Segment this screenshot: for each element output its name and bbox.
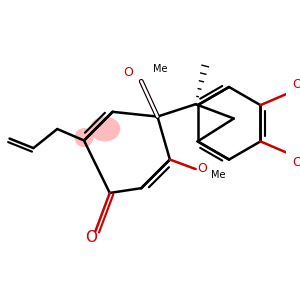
Text: Me: Me	[153, 64, 167, 74]
Text: O: O	[85, 230, 97, 245]
Ellipse shape	[74, 128, 94, 147]
Text: O: O	[198, 162, 207, 175]
Ellipse shape	[90, 117, 120, 141]
Text: O: O	[124, 66, 134, 80]
Text: O: O	[292, 156, 300, 169]
Text: O: O	[292, 78, 300, 91]
Text: Me: Me	[211, 170, 225, 180]
